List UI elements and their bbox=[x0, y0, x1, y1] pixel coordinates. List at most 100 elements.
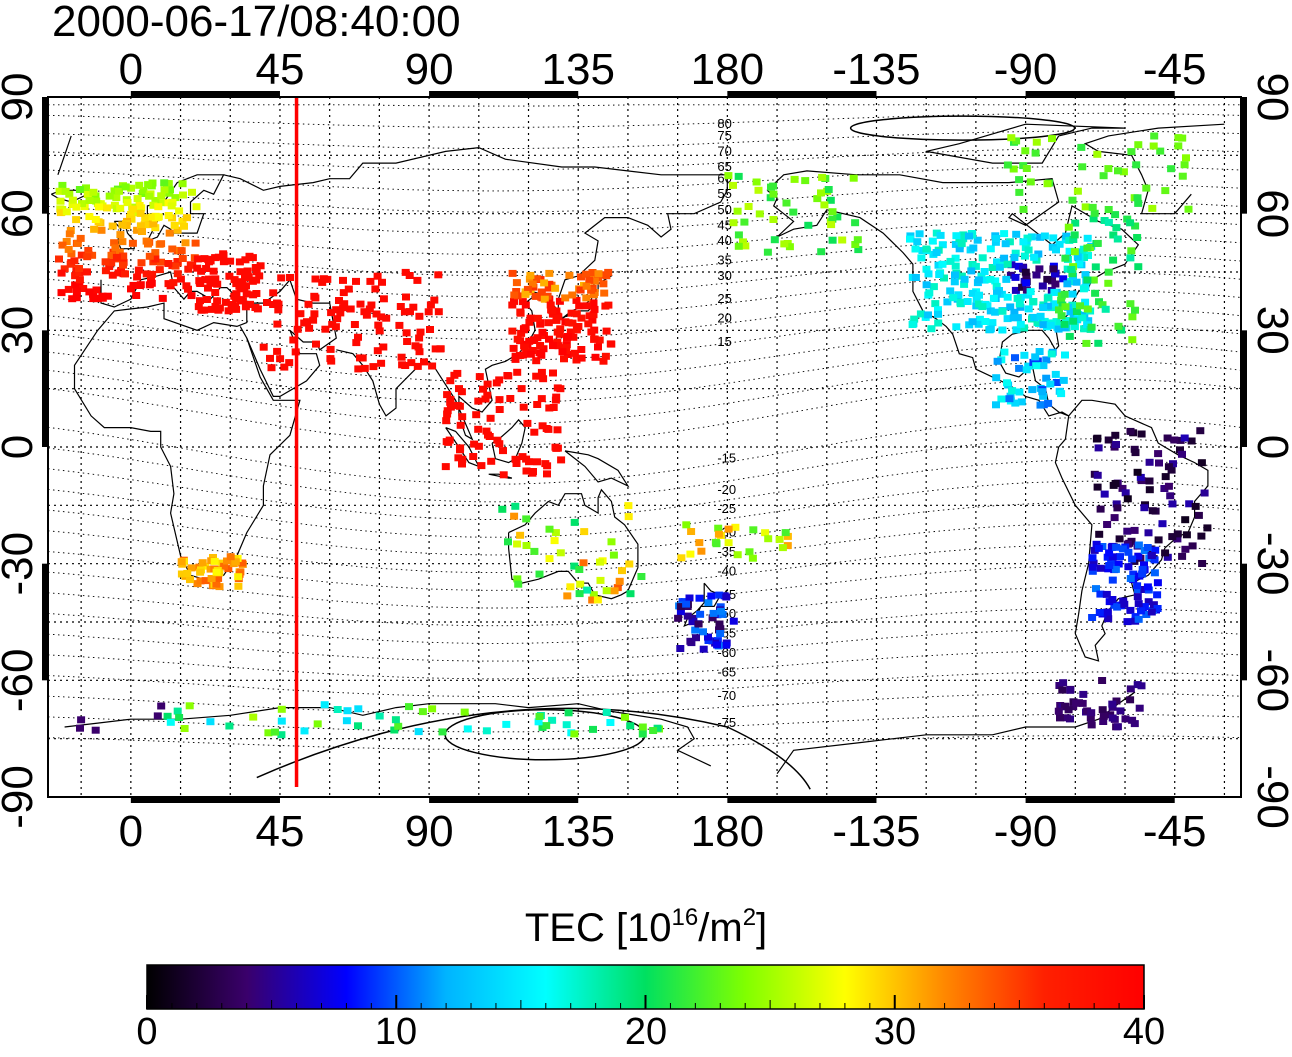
tec-cell bbox=[441, 463, 450, 471]
tec-cell bbox=[731, 523, 740, 531]
tec-cell bbox=[456, 444, 465, 452]
tec-cell bbox=[952, 232, 961, 240]
tec-cell bbox=[594, 343, 602, 351]
tec-cell bbox=[533, 458, 541, 466]
tec-cell bbox=[1128, 716, 1137, 724]
tec-cell bbox=[263, 299, 271, 306]
tec-cell bbox=[369, 363, 378, 371]
tec-cell bbox=[352, 339, 361, 347]
tec-cell bbox=[1089, 215, 1098, 223]
tec-cell bbox=[92, 286, 101, 294]
tec-cell bbox=[157, 240, 166, 248]
tec-cell bbox=[1105, 549, 1114, 557]
tec-cell bbox=[565, 271, 574, 279]
tec-cell bbox=[64, 245, 73, 253]
tec-cell bbox=[269, 289, 278, 297]
tec-cell bbox=[1058, 686, 1067, 694]
tec-cell bbox=[537, 395, 546, 403]
tec-cell bbox=[1104, 165, 1113, 173]
tec-cell bbox=[517, 385, 526, 393]
tec-cell bbox=[1022, 366, 1031, 374]
tec-cell bbox=[67, 250, 76, 258]
tec-cell bbox=[77, 251, 86, 259]
tec-cell bbox=[1144, 598, 1153, 606]
tec-cell bbox=[1010, 254, 1019, 261]
tec-cell bbox=[932, 249, 941, 256]
tec-cell bbox=[1123, 495, 1132, 503]
tec-cell bbox=[231, 558, 240, 566]
tec-cell bbox=[1093, 150, 1102, 158]
tec-cell bbox=[108, 271, 117, 279]
tec-cell bbox=[223, 557, 231, 565]
tec-cell bbox=[557, 456, 566, 464]
tec-cell bbox=[252, 290, 261, 297]
top-scale-bar bbox=[1025, 91, 1175, 96]
tec-cell bbox=[589, 725, 597, 733]
tec-cell bbox=[971, 262, 980, 270]
tec-cell bbox=[1056, 714, 1064, 722]
tec-cell bbox=[354, 705, 363, 713]
tec-cell bbox=[221, 298, 230, 306]
tec-cell bbox=[604, 301, 613, 309]
tec-cell bbox=[1158, 520, 1167, 528]
tec-cell bbox=[1149, 601, 1158, 609]
contour-label: 50 bbox=[717, 202, 731, 217]
tec-cell bbox=[373, 347, 382, 355]
tec-cell bbox=[589, 291, 598, 299]
tec-cell bbox=[211, 289, 220, 296]
tec-cell bbox=[55, 187, 64, 195]
tec-cell bbox=[972, 295, 981, 303]
tec-cell bbox=[716, 625, 725, 633]
contour-label: 70 bbox=[717, 143, 731, 158]
tec-cell bbox=[572, 356, 581, 364]
tec-cell bbox=[237, 296, 246, 304]
tec-cell bbox=[133, 226, 142, 234]
tec-cell bbox=[110, 187, 119, 195]
tec-cell bbox=[1126, 427, 1135, 435]
contour-line bbox=[47, 165, 1242, 192]
tec-cell bbox=[729, 219, 738, 227]
tec-cell bbox=[1111, 211, 1120, 219]
tec-cell bbox=[454, 454, 463, 462]
tec-cell bbox=[56, 209, 65, 217]
tec-cell bbox=[123, 199, 132, 207]
tec-cell bbox=[136, 209, 145, 217]
tec-cell bbox=[911, 274, 920, 281]
tec-cell bbox=[1153, 591, 1162, 599]
tec-cell bbox=[1046, 380, 1055, 388]
tec-cell bbox=[949, 294, 958, 302]
tec-cell bbox=[769, 182, 778, 190]
tec-cell bbox=[1161, 549, 1170, 557]
tec-cell bbox=[775, 535, 784, 543]
tec-cell bbox=[215, 304, 224, 312]
tec-cell bbox=[946, 287, 955, 295]
tec-cell bbox=[304, 300, 313, 308]
tec-cell bbox=[356, 300, 365, 308]
tec-cell bbox=[236, 268, 245, 276]
tec-cell bbox=[1191, 502, 1200, 510]
tec-cell bbox=[112, 253, 121, 261]
tec-cell bbox=[1015, 388, 1024, 396]
tec-cell bbox=[570, 562, 579, 570]
tec-cell bbox=[1049, 265, 1058, 273]
tec-cell bbox=[1123, 618, 1132, 626]
tec-cell bbox=[716, 607, 725, 615]
tec-cell bbox=[591, 353, 600, 361]
tec-cell bbox=[331, 323, 340, 331]
tec-cell bbox=[340, 300, 349, 308]
tec-cell bbox=[989, 294, 998, 302]
tec-cell bbox=[576, 580, 585, 588]
tec-cell bbox=[81, 268, 90, 276]
tec-cell bbox=[621, 713, 629, 721]
tec-cell bbox=[469, 453, 478, 460]
tec-cell bbox=[1101, 305, 1110, 313]
tec-cell bbox=[204, 284, 212, 292]
tec-cell bbox=[722, 593, 731, 601]
tec-cell bbox=[543, 470, 551, 478]
tec-cell bbox=[493, 436, 502, 444]
tec-cell bbox=[121, 183, 130, 191]
tec-cell bbox=[446, 377, 455, 385]
tec-cell bbox=[1042, 356, 1051, 364]
tec-cell bbox=[206, 257, 215, 265]
